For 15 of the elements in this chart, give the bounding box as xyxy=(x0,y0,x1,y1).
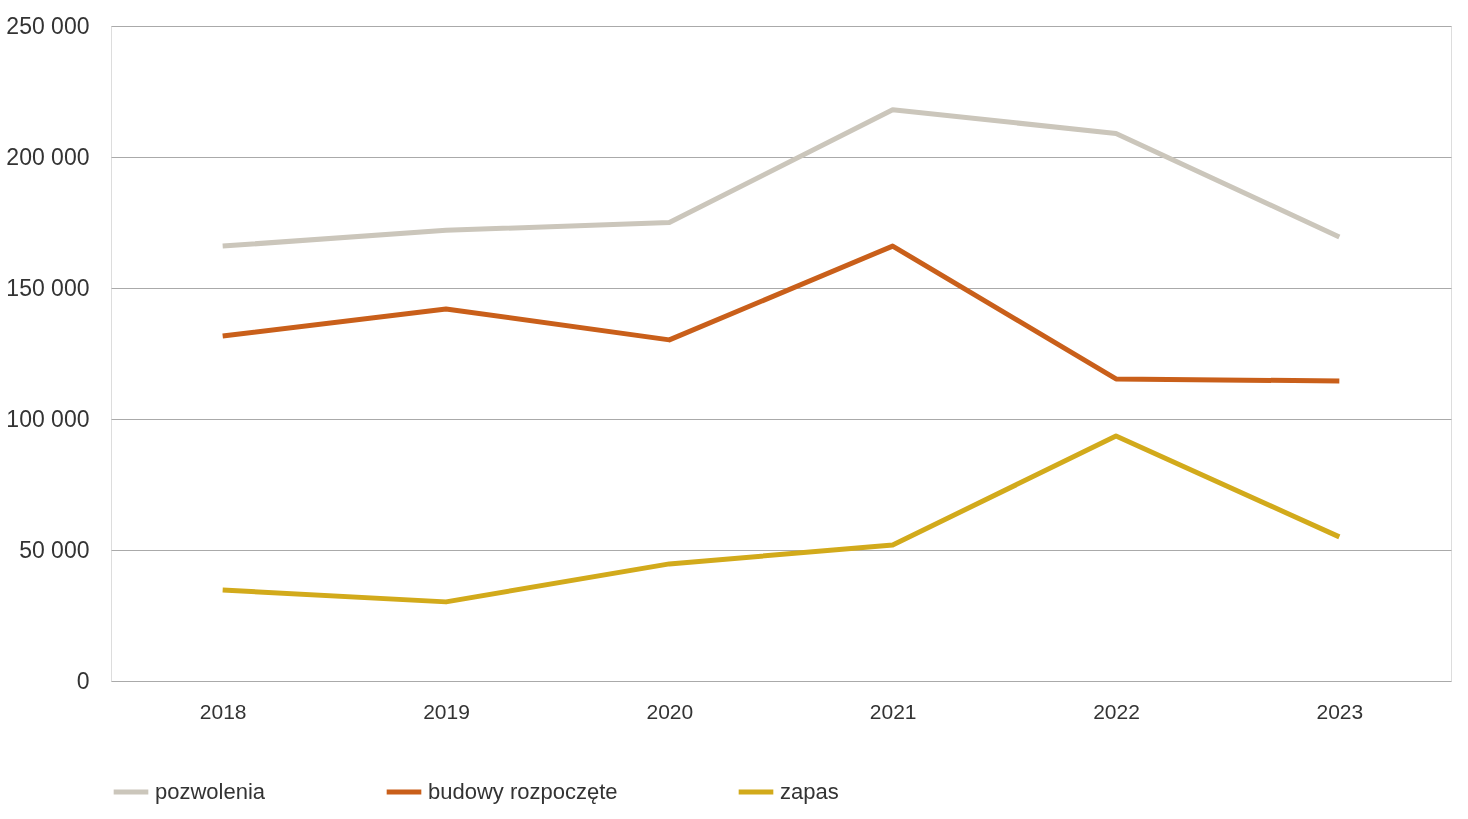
x-tick-label: 2021 xyxy=(869,699,917,723)
legend-label: zapas xyxy=(780,779,839,804)
y-tick-label: 100 000 xyxy=(6,405,90,432)
x-tick-label: 2022 xyxy=(1093,699,1140,723)
y-tick-label: 250 000 xyxy=(6,12,90,39)
y-tick-label: 0 xyxy=(76,667,90,694)
x-tick-label: 2020 xyxy=(646,699,694,723)
y-tick-label: 50 000 xyxy=(19,536,90,563)
y-tick-label: 150 000 xyxy=(6,274,90,301)
y-tick-label: 200 000 xyxy=(6,143,90,170)
legend-label: pozwolenia xyxy=(155,779,266,804)
x-tick-label: 2023 xyxy=(1316,699,1364,723)
x-tick-label: 2018 xyxy=(199,699,247,723)
legend-label: budowy rozpoczęte xyxy=(428,779,618,804)
x-tick-label: 2019 xyxy=(423,699,470,723)
